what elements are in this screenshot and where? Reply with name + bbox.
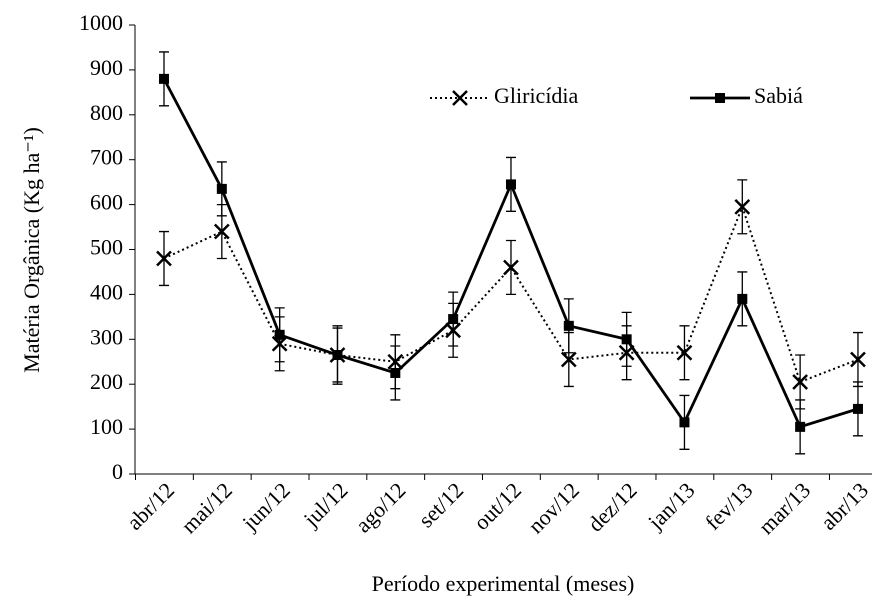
y-tick-label: 400 bbox=[90, 279, 123, 304]
marker bbox=[737, 293, 748, 304]
marker bbox=[560, 351, 577, 368]
series bbox=[159, 51, 863, 455]
marker bbox=[503, 259, 519, 276]
y-axis-title: Matéria Orgânica (Kg ha⁻¹) bbox=[19, 127, 44, 373]
marker bbox=[159, 73, 169, 84]
x-axis-title: Período experimental (meses) bbox=[372, 571, 635, 596]
legend-label: Gliricídia bbox=[494, 83, 579, 108]
x-tick-label: out/12 bbox=[469, 477, 526, 534]
x-tick-label: abr/12 bbox=[122, 477, 179, 534]
x-tick-label: jul/12 bbox=[298, 477, 353, 532]
x-tick-label: dez/12 bbox=[583, 477, 642, 536]
x-tick-label: mar/13 bbox=[753, 477, 815, 539]
x-tick-label: jan/13 bbox=[642, 477, 699, 534]
marker bbox=[216, 183, 227, 194]
x-tick-label: abr/13 bbox=[816, 477, 873, 534]
marker bbox=[621, 334, 632, 345]
y-tick-label: 200 bbox=[90, 369, 123, 394]
marker bbox=[679, 417, 690, 428]
marker bbox=[852, 403, 863, 414]
marker bbox=[448, 314, 459, 325]
y-tick-label: 300 bbox=[90, 324, 123, 349]
y-tick-label: 0 bbox=[112, 459, 123, 484]
marker bbox=[332, 350, 343, 361]
legend-label: Sabiá bbox=[754, 83, 803, 108]
marker bbox=[274, 329, 285, 340]
marker bbox=[792, 374, 809, 390]
marker bbox=[676, 344, 693, 361]
x-tick-label: nov/12 bbox=[523, 477, 584, 538]
legend-marker bbox=[715, 93, 725, 103]
legend-marker bbox=[452, 90, 468, 106]
x-tick-label: jun/12 bbox=[237, 477, 295, 535]
marker bbox=[795, 421, 806, 432]
y-tick-label: 600 bbox=[90, 190, 123, 215]
y-tick-label: 800 bbox=[90, 100, 123, 125]
marker bbox=[563, 320, 574, 331]
x-tick-label: mai/12 bbox=[176, 477, 237, 538]
y-tick-label: 700 bbox=[90, 145, 123, 170]
marker bbox=[213, 223, 230, 240]
marker bbox=[505, 179, 516, 190]
y-tick-label: 1000 bbox=[79, 10, 123, 35]
marker bbox=[734, 198, 751, 215]
marker bbox=[390, 367, 401, 378]
x-tick-label: ago/12 bbox=[350, 477, 410, 537]
y-tick-label: 900 bbox=[90, 55, 123, 80]
x-tick-label: set/12 bbox=[413, 477, 468, 532]
marker bbox=[850, 351, 866, 368]
y-tick-label: 100 bbox=[90, 414, 123, 439]
x-tick-label: fev/13 bbox=[700, 477, 757, 534]
y-tick-label: 500 bbox=[90, 235, 123, 260]
marker bbox=[156, 250, 172, 267]
